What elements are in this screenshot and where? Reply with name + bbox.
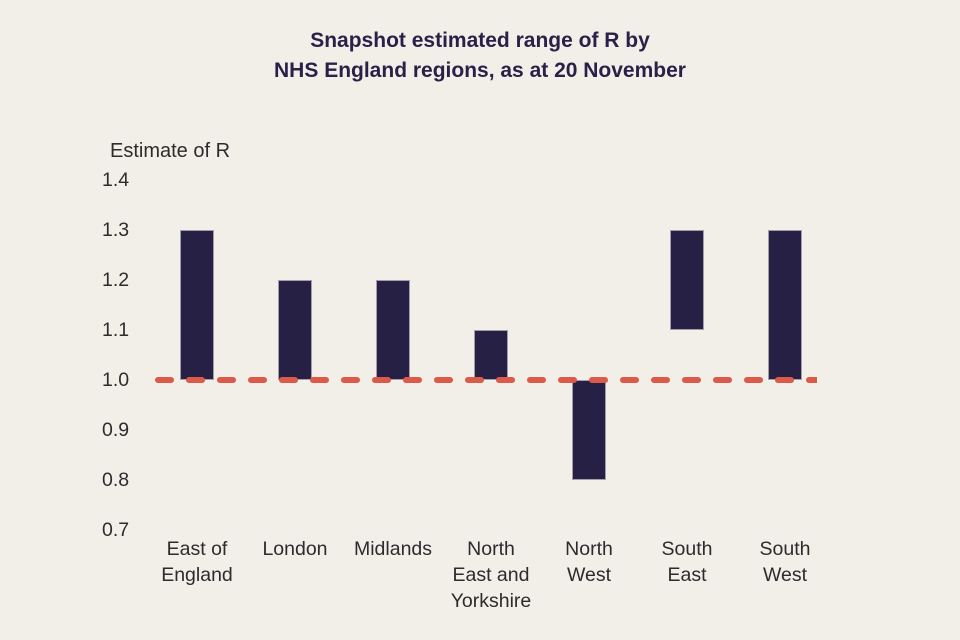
reference-line-dash bbox=[310, 377, 329, 383]
reference-line-dash bbox=[248, 377, 267, 383]
y-tick-0-7: 0.7 bbox=[102, 519, 130, 541]
bar-london bbox=[278, 280, 312, 380]
reference-line-dash bbox=[434, 377, 453, 383]
reference-line-r-equals-1 bbox=[155, 377, 817, 383]
chart-title-line-1: Snapshot estimated range of R by bbox=[310, 29, 650, 52]
x-label-north-east-and-yorkshire: North East and Yorkshire bbox=[450, 538, 532, 612]
x-label-south-east: South East bbox=[661, 538, 713, 586]
x-label-east-of-england: East of England bbox=[161, 538, 233, 586]
y-tick-1-4: 1.4 bbox=[102, 169, 130, 191]
bar-north-west bbox=[572, 380, 606, 480]
reference-line-dash bbox=[589, 377, 608, 383]
x-label-north-west: North West bbox=[565, 538, 613, 586]
y-tick-0-9: 0.9 bbox=[102, 419, 130, 441]
bar-north-east-and-yorkshire bbox=[474, 330, 508, 380]
reference-line-dash bbox=[155, 377, 174, 383]
reference-line-dash bbox=[217, 377, 236, 383]
y-tick-0-8: 0.8 bbox=[102, 469, 130, 491]
reference-line-dash bbox=[620, 377, 639, 383]
reference-line-dash bbox=[186, 377, 205, 383]
reference-line-dash bbox=[682, 377, 701, 383]
reference-line-dash bbox=[775, 377, 794, 383]
reference-line-dash bbox=[651, 377, 670, 383]
reference-line-dash bbox=[713, 377, 732, 383]
reference-line-dash bbox=[341, 377, 360, 383]
y-tick-1-2: 1.2 bbox=[102, 269, 130, 291]
chart-title-line-2: NHS England regions, as at 20 November bbox=[274, 59, 686, 82]
reference-line-dash bbox=[372, 377, 391, 383]
bar-south-west bbox=[768, 230, 802, 380]
y-axis-title: Estimate of R bbox=[110, 140, 231, 162]
x-label-london: London bbox=[262, 538, 328, 560]
x-label-south-west: South West bbox=[759, 538, 811, 586]
bar-south-east bbox=[670, 230, 704, 330]
bar-east-of-england bbox=[180, 230, 214, 380]
reference-line-dash bbox=[527, 377, 546, 383]
reference-line-dash bbox=[806, 377, 817, 383]
reference-line-dash bbox=[465, 377, 484, 383]
chart-title: Snapshot estimated range of R by NHS Eng… bbox=[0, 26, 960, 86]
reference-line-dash bbox=[279, 377, 298, 383]
reference-line-dash bbox=[744, 377, 763, 383]
reference-line-dash bbox=[403, 377, 422, 383]
x-label-midlands: Midlands bbox=[353, 538, 433, 560]
reference-line-dash bbox=[496, 377, 515, 383]
y-tick-1-1: 1.1 bbox=[102, 319, 130, 341]
y-tick-1-0: 1.0 bbox=[102, 369, 130, 391]
reference-line-dash bbox=[558, 377, 577, 383]
y-tick-1-3: 1.3 bbox=[102, 219, 130, 241]
bar-midlands bbox=[376, 280, 410, 380]
